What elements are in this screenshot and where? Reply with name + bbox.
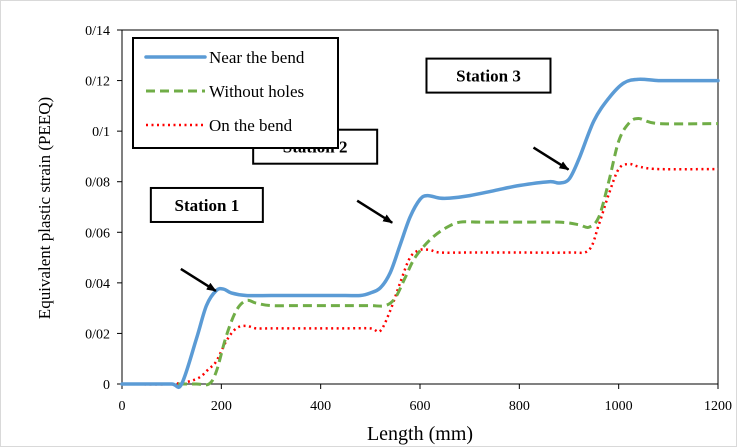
annotation-label: Station 3	[456, 67, 521, 86]
y-tick-label: 0/14	[85, 24, 110, 39]
annotation-box	[149, 186, 264, 223]
legend-entry-label: On the bend	[209, 116, 293, 135]
x-tick-label: 1000	[605, 399, 633, 414]
legend-entry-label: Near the bend	[209, 48, 305, 67]
y-tick-label: 0/1	[92, 125, 110, 140]
legend: Near the bend Without holes On the bend	[132, 37, 339, 149]
x-axis: 0 200 400 600 800 1000 1200	[119, 384, 732, 414]
x-tick-label: 200	[211, 399, 232, 414]
annotation-label: Station 1	[174, 196, 239, 215]
y-tick-label: 0	[103, 378, 110, 393]
x-tick-label: 800	[509, 399, 530, 414]
y-tick-label: 0/06	[85, 226, 110, 241]
legend-entry-label: Without holes	[209, 82, 304, 101]
x-axis-title: Length (mm)	[367, 423, 473, 445]
x-tick-label: 600	[410, 399, 431, 414]
x-tick-label: 0	[119, 399, 126, 414]
y-tick-label: 0/08	[85, 176, 110, 191]
series-layer	[120, 77, 720, 390]
series-line-on-the-bend	[121, 162, 719, 386]
y-tick-label: 0/04	[85, 277, 110, 292]
x-tick-label: 1200	[704, 399, 732, 414]
series-line-near-the-bend	[120, 77, 720, 390]
x-tick-label: 400	[310, 399, 331, 414]
annotation-arrow	[532, 146, 570, 171]
y-tick-label: 0/02	[85, 327, 110, 342]
series-line-without-holes	[121, 117, 719, 387]
annotation-box	[425, 57, 552, 94]
annotation-arrow	[356, 199, 394, 224]
y-axis: 0 0/02 0/04 0/06 0/08 0/1 0/12 0/14	[85, 24, 122, 393]
y-tick-label: 0/12	[85, 75, 110, 90]
y-axis-title: Equivalent plastic strain (PEEQ)	[35, 97, 54, 319]
annotation-arrow	[180, 267, 217, 293]
